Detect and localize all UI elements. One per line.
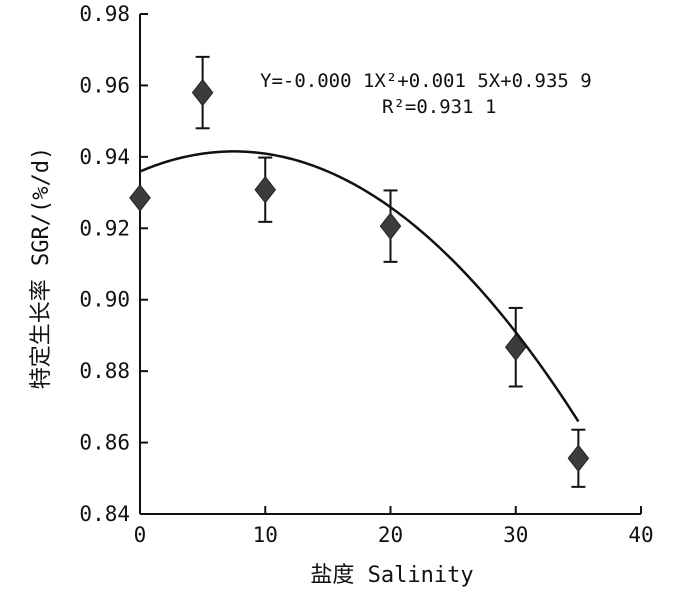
fit-curve-layer — [139, 150, 580, 423]
x-tick-label: 0 — [134, 523, 147, 547]
data-point-diamond — [191, 78, 214, 107]
x-tick-label: 10 — [253, 523, 278, 547]
y-tick-label: 0.96 — [79, 73, 130, 97]
fit-curve — [139, 150, 580, 423]
data-point-diamond — [504, 333, 527, 362]
y-tick-label: 0.92 — [79, 216, 130, 240]
x-tick-label: 20 — [378, 523, 403, 547]
y-tick-label: 0.98 — [79, 2, 130, 26]
y-tick-label: 0.86 — [79, 431, 130, 455]
data-point-diamond — [567, 444, 590, 473]
y-tick-label: 0.88 — [79, 359, 130, 383]
x-tick-label: 30 — [503, 523, 528, 547]
equation-label: Y=-0.000 1X²+0.001 5X+0.935 9 — [260, 70, 592, 92]
data-point-diamond — [254, 175, 277, 204]
axes: 0.84 0.86 0.88 0.90 0.92 0.94 0.96 0.98 0 10 20 30 4… — [79, 2, 653, 547]
data-points-layer — [129, 55, 590, 488]
y-tick-label: 0.90 — [79, 288, 130, 312]
x-axis-title: 盐度 Salinity — [310, 563, 473, 588]
data-point-diamond — [129, 184, 151, 212]
y-axis-title: 特定生长率 SGR/(%/d) — [29, 147, 54, 389]
y-tick-label: 0.84 — [79, 502, 130, 526]
r-squared-label: R²=0.931 1 — [382, 96, 496, 118]
x-tick-label: 40 — [628, 523, 653, 547]
data-point-diamond — [379, 212, 402, 240]
y-tick-label: 0.94 — [79, 145, 130, 169]
